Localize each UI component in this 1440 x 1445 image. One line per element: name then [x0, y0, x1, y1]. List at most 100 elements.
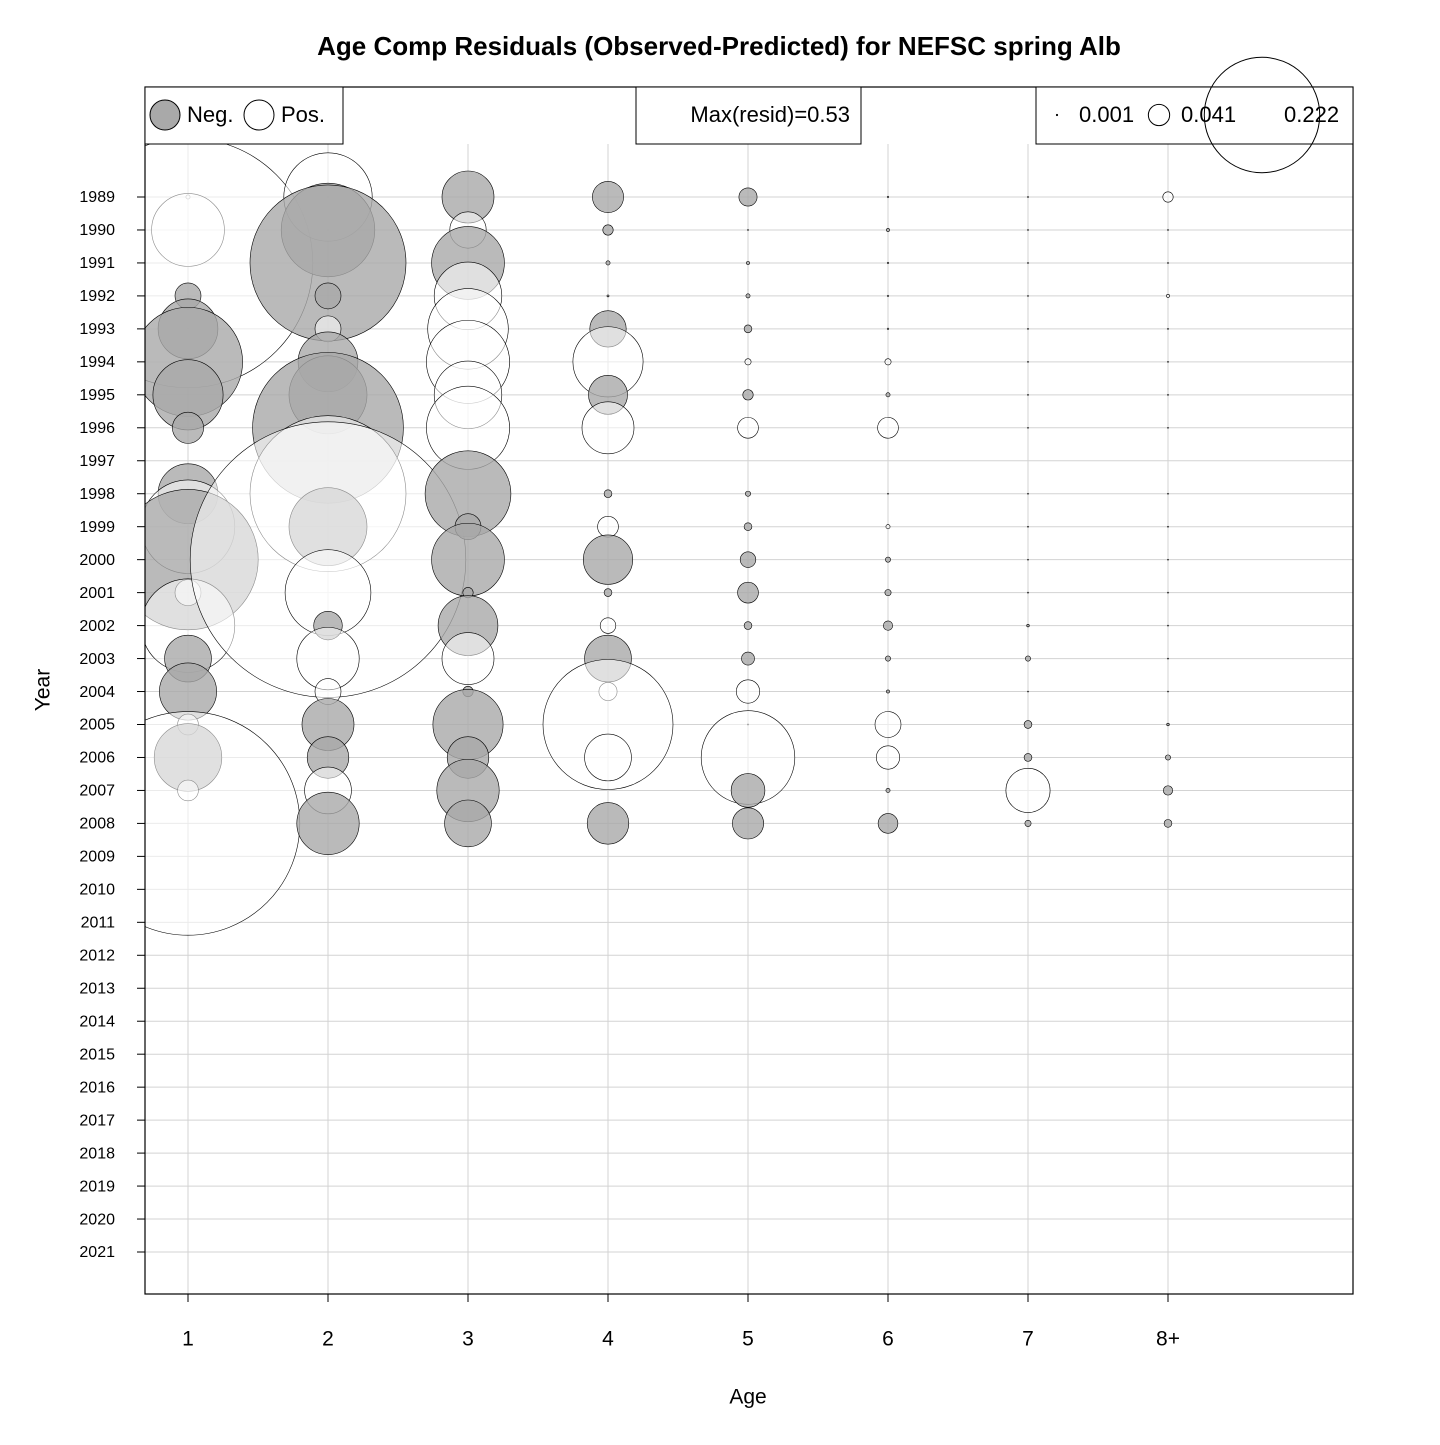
- bubble: [586, 802, 630, 845]
- y-tick-label: 2008: [79, 816, 115, 833]
- y-tick-label: 2018: [79, 1145, 115, 1162]
- bubble: [886, 195, 890, 199]
- bubble: [1167, 262, 1169, 264]
- size-legend-box: [1035, 86, 1354, 145]
- y-tick-label: 1990: [79, 222, 115, 239]
- bubble: [431, 522, 505, 597]
- bubble: [1027, 558, 1029, 561]
- bubble: [605, 260, 611, 266]
- bubble: [743, 621, 753, 630]
- y-tick-label: 1997: [79, 453, 115, 470]
- y-tick-label: 2019: [79, 1178, 115, 1195]
- bubble: [1027, 393, 1029, 396]
- bubble: [730, 773, 766, 808]
- bubble: [885, 655, 891, 662]
- bubble: [1167, 361, 1169, 363]
- y-tick-label: 2002: [79, 618, 115, 635]
- bubble: [1167, 558, 1169, 561]
- bubble: [743, 522, 753, 531]
- legend-size-label: 0.001: [1079, 102, 1134, 127]
- y-axis-label: Year: [32, 669, 55, 711]
- bubble: [542, 659, 674, 790]
- bubble: [745, 490, 751, 497]
- y-tick-label: 2009: [79, 849, 115, 866]
- y-tick-label: 1994: [79, 354, 115, 371]
- bubble: [603, 489, 613, 498]
- y-tick-label: 2006: [79, 750, 115, 767]
- y-tick-label: 2005: [79, 717, 115, 734]
- bubble: [741, 651, 755, 666]
- bubble: [745, 293, 751, 299]
- bubble: [1027, 229, 1029, 231]
- bubble: [874, 711, 902, 738]
- y-tick-label: 2001: [79, 585, 115, 602]
- bubble: [1165, 754, 1171, 761]
- bubble: [606, 294, 610, 298]
- bubble: [883, 620, 893, 631]
- bubble: [886, 294, 890, 297]
- x-tick-label: 3: [462, 1328, 474, 1351]
- legend-size-symbol: [1147, 103, 1171, 127]
- bubble: [885, 524, 891, 530]
- bubble: [738, 187, 758, 207]
- y-tick-label: 2004: [79, 684, 115, 701]
- x-tick-label: 7: [1022, 1328, 1034, 1351]
- bubble: [602, 224, 614, 236]
- y-tick-label: 1992: [79, 288, 115, 305]
- bubble: [444, 799, 492, 848]
- bubble: [597, 515, 619, 538]
- bubble: [1025, 655, 1031, 662]
- bubble: [1166, 722, 1170, 727]
- x-tick-label: 4: [602, 1328, 614, 1351]
- bubble: [739, 551, 757, 568]
- legend-size-label: 0.222: [1284, 102, 1339, 127]
- bubble: [886, 689, 890, 694]
- bubble: [1027, 295, 1029, 297]
- x-tick-label: 8+: [1156, 1328, 1180, 1351]
- x-tick-label: 1: [182, 1328, 194, 1351]
- bubble: [1027, 328, 1029, 330]
- y-tick-label: 2012: [79, 948, 115, 965]
- bubble: [1167, 393, 1169, 396]
- bubble: [885, 788, 891, 793]
- bubble: [1027, 591, 1029, 594]
- y-tick-label: 2020: [79, 1211, 115, 1228]
- bubble: [1027, 690, 1029, 693]
- y-tick-label: 1989: [79, 189, 115, 206]
- bubble: [1027, 196, 1029, 198]
- legend-pos-symbol: [243, 99, 275, 131]
- y-tick-label: 1998: [79, 486, 115, 503]
- legend: Neg. Pos. Max(resid)=0.53 0.001 0.041 0.22…: [144, 56, 1354, 174]
- y-tick-label: 1996: [79, 420, 115, 437]
- bubble: [885, 556, 891, 563]
- y-tick-label: 1991: [79, 255, 115, 272]
- x-tick-label: 5: [742, 1328, 754, 1351]
- bubble: [592, 181, 624, 213]
- bubble: [884, 589, 892, 597]
- bubble: [1163, 819, 1173, 828]
- bubble: [1024, 819, 1032, 827]
- bubble: [1005, 768, 1051, 813]
- bubble: [743, 324, 753, 334]
- bubble: [584, 733, 632, 782]
- bubble: [746, 261, 750, 265]
- bubbles: [145, 137, 1174, 936]
- bubble: [886, 261, 890, 265]
- bubble: [875, 745, 900, 770]
- bubble: [582, 534, 633, 585]
- y-tick-label: 1995: [79, 387, 115, 404]
- bubble: [1167, 657, 1169, 660]
- bubble: [737, 581, 759, 604]
- bubble: [1167, 426, 1169, 429]
- bubble: [599, 617, 617, 634]
- y-tick-label: 2003: [79, 651, 115, 668]
- bubble: [1167, 492, 1169, 495]
- x-tick-label: 2: [322, 1328, 334, 1351]
- legend-size-label: 0.041: [1181, 102, 1236, 127]
- bubble: [732, 807, 764, 840]
- bubble: [172, 411, 204, 444]
- bubble: [1166, 294, 1170, 298]
- bubble: [441, 632, 495, 685]
- y-tick-label: 2010: [79, 882, 115, 899]
